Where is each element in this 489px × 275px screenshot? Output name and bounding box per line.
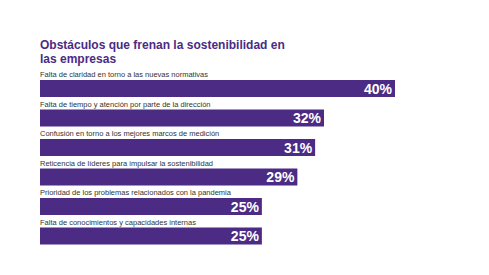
svg-text:Falta de conocimientos y capac: Falta de conocimientos y capacidades int… xyxy=(40,218,196,227)
svg-text:40%: 40% xyxy=(364,81,393,97)
svg-text:Falta de claridad en torno a l: Falta de claridad en torno a las nuevas … xyxy=(40,70,208,79)
svg-text:Prioridad de los problemas rel: Prioridad de los problemas relacionados … xyxy=(40,188,232,197)
svg-text:25%: 25% xyxy=(231,199,260,215)
svg-text:Confusión en torno a los mejor: Confusión en torno a los mejores marcos … xyxy=(40,129,219,138)
svg-text:Falta de tiempo y atención por: Falta de tiempo y atención por parte de … xyxy=(40,100,211,109)
svg-text:29%: 29% xyxy=(266,169,295,185)
svg-text:Reticencia de líderes para imp: Reticencia de líderes para impulsar la s… xyxy=(40,159,213,168)
svg-text:31%: 31% xyxy=(284,140,313,156)
svg-text:32%: 32% xyxy=(293,110,322,126)
svg-text:25%: 25% xyxy=(231,228,260,244)
html-text:Obstáculos que frenan la soste: Obstáculos que frenan la sostenibilidad … xyxy=(40,38,285,66)
